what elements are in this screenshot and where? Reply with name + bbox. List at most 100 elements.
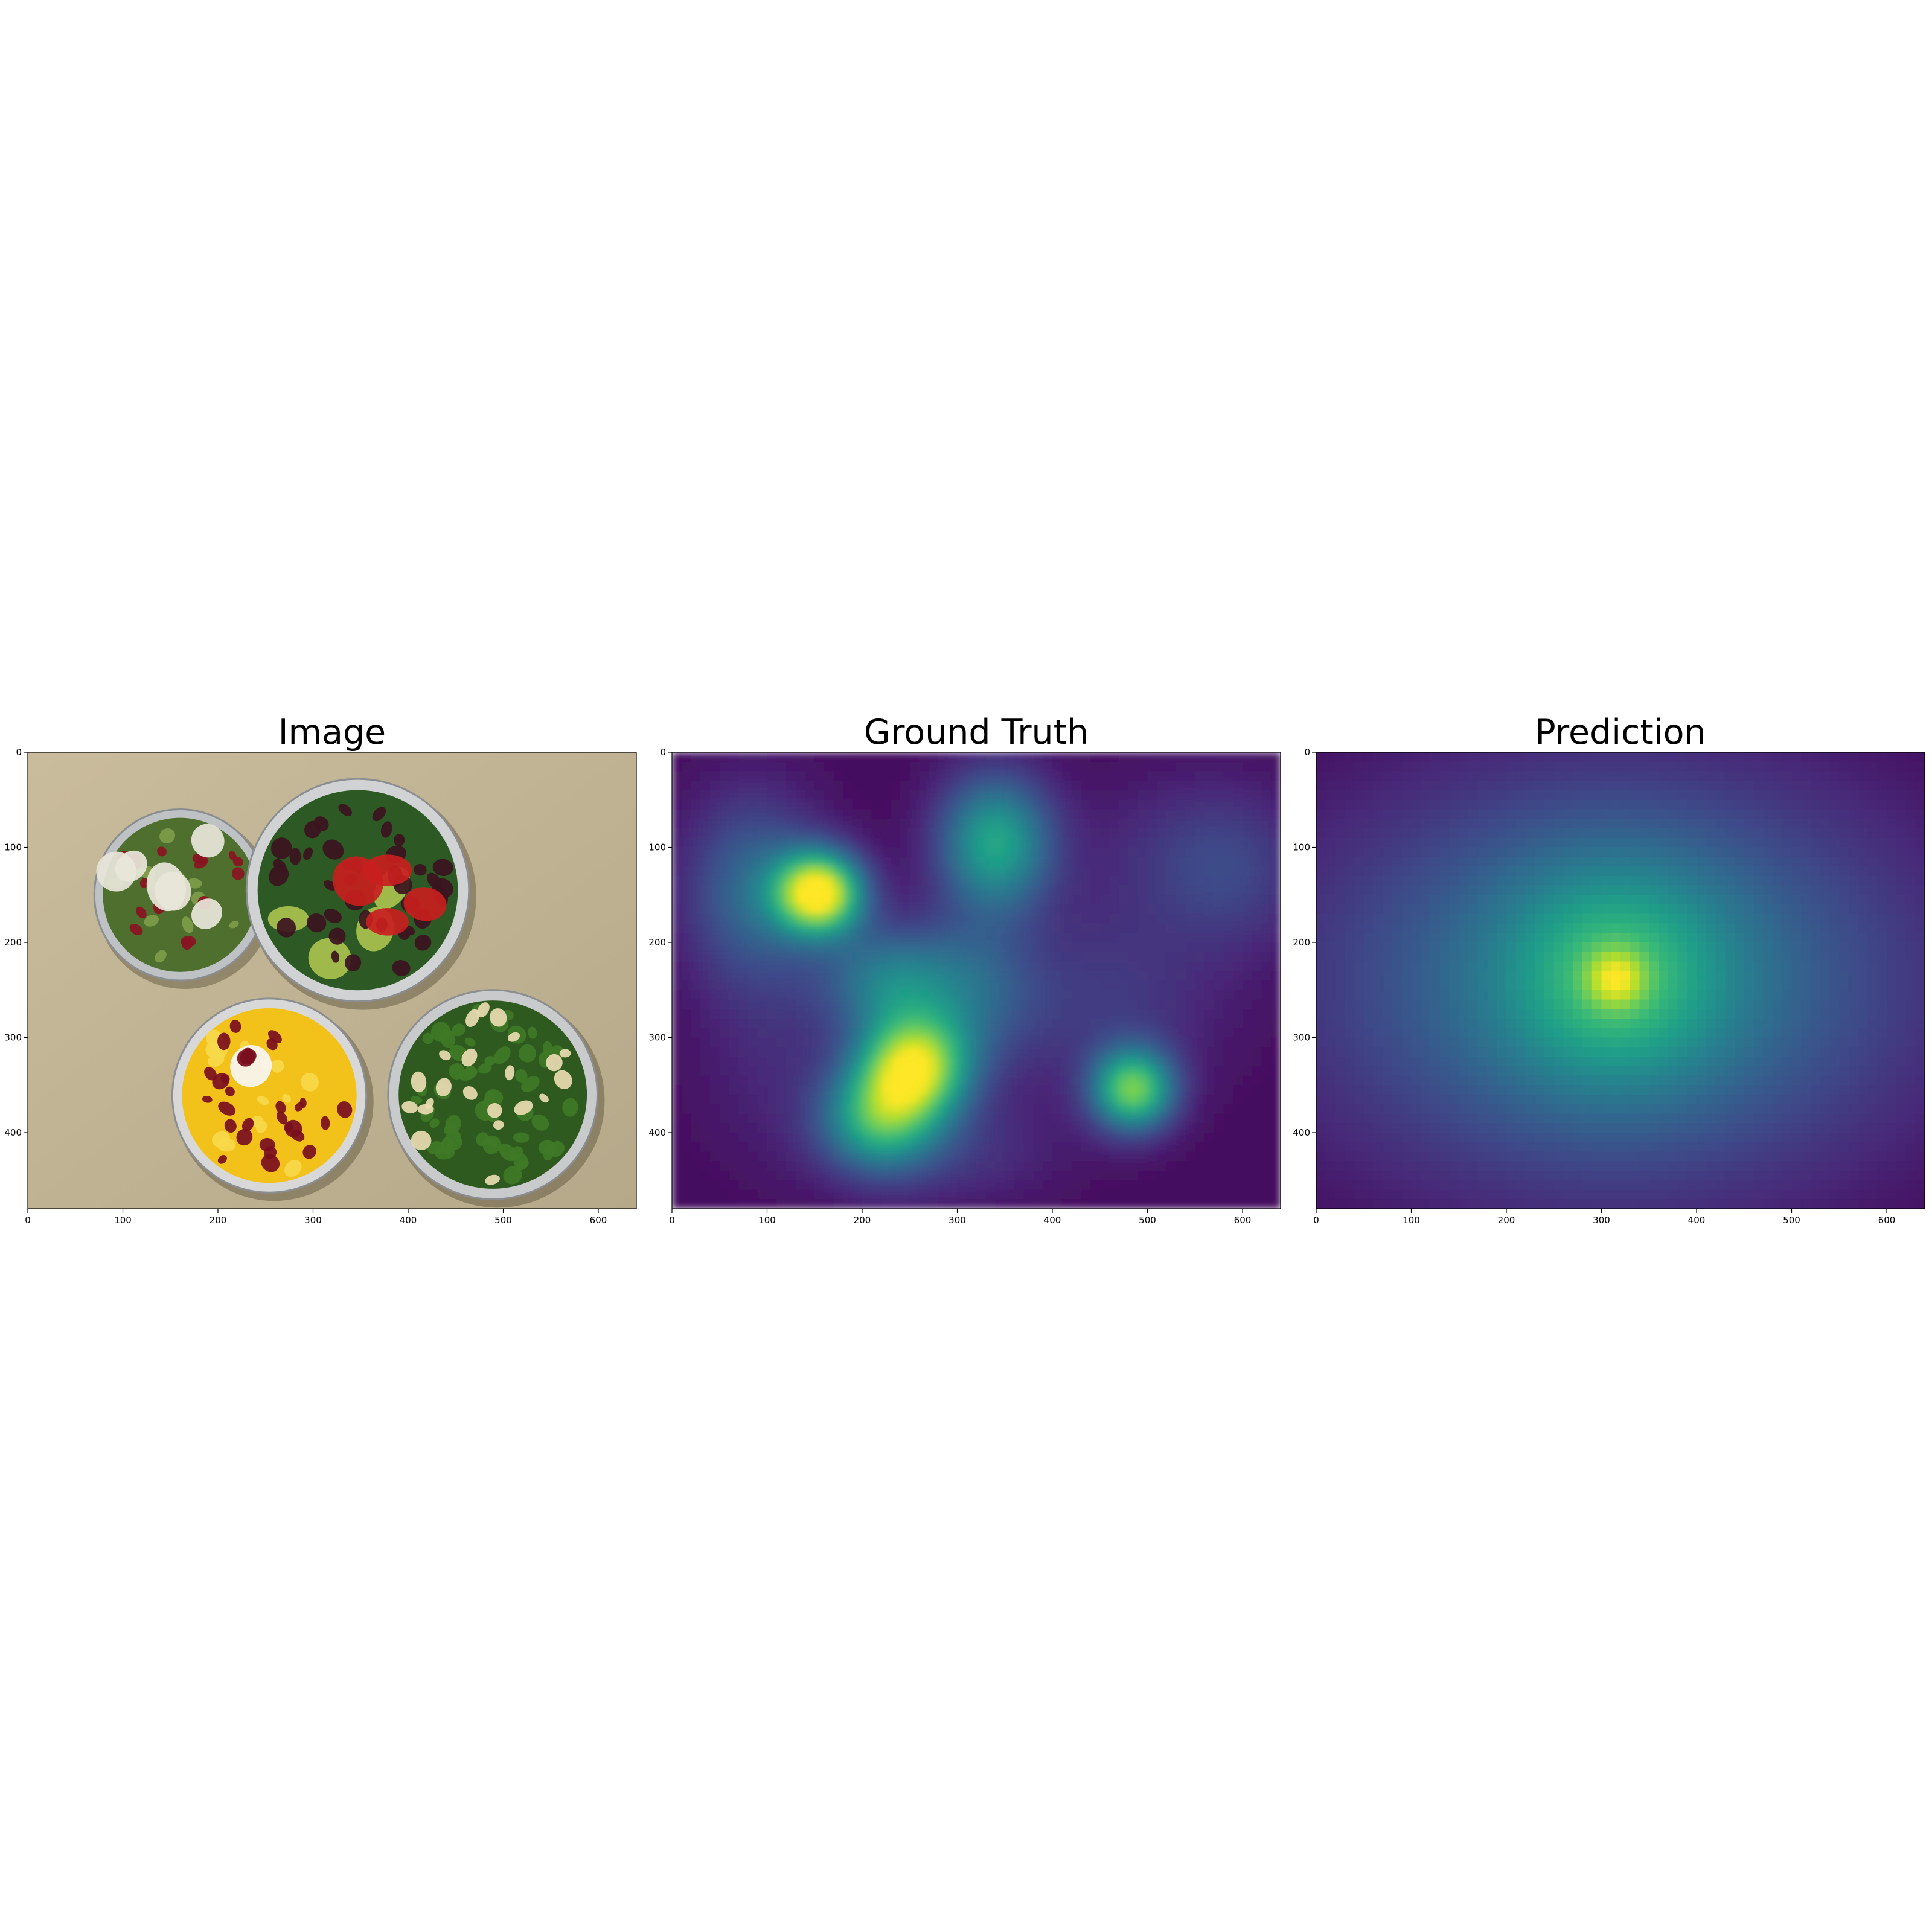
heatmap-cell bbox=[1204, 799, 1215, 810]
heatmap-cell bbox=[1345, 809, 1355, 819]
heatmap-cell bbox=[1233, 942, 1243, 953]
heatmap-cell bbox=[976, 913, 987, 924]
heatmap-cell bbox=[1223, 933, 1233, 943]
heatmap-cell bbox=[938, 752, 948, 763]
heatmap-cell bbox=[1271, 1037, 1281, 1048]
heatmap-cell bbox=[738, 1161, 749, 1171]
heatmap-cell bbox=[833, 781, 844, 791]
heatmap-cell bbox=[947, 1161, 958, 1171]
heatmap-cell bbox=[1214, 781, 1224, 791]
heatmap-cell bbox=[852, 1142, 863, 1153]
heatmap-cell bbox=[814, 961, 825, 971]
heatmap-cell bbox=[814, 1151, 825, 1162]
heatmap-cell bbox=[862, 1028, 872, 1038]
heatmap-cell bbox=[1223, 1133, 1233, 1143]
heatmap-cell bbox=[1014, 1199, 1025, 1209]
heatmap-cell bbox=[891, 923, 901, 933]
heatmap-cell bbox=[967, 1123, 977, 1133]
heatmap-cells bbox=[1316, 752, 1925, 1209]
heatmap-cell bbox=[672, 1028, 682, 1038]
heatmap-cell bbox=[1128, 1189, 1139, 1200]
heatmap-cell bbox=[1487, 752, 1497, 763]
heatmap-cell bbox=[1316, 875, 1326, 886]
heatmap-cell bbox=[1601, 875, 1611, 886]
heatmap-cell bbox=[1411, 799, 1421, 810]
heatmap-cell bbox=[748, 790, 758, 801]
heatmap-cell bbox=[700, 971, 711, 981]
heatmap-cell bbox=[938, 847, 948, 857]
heatmap-cell bbox=[1706, 885, 1716, 895]
heatmap-cell bbox=[957, 819, 967, 829]
heatmap-cell bbox=[852, 790, 863, 801]
heatmap-cell bbox=[1128, 781, 1139, 791]
heatmap-cell bbox=[1176, 971, 1186, 981]
heatmap-cell bbox=[1573, 961, 1583, 971]
heatmap-cell bbox=[786, 1095, 796, 1105]
heatmap-cell bbox=[871, 1171, 882, 1181]
heatmap-cell bbox=[681, 1047, 692, 1057]
heatmap-cell bbox=[1052, 895, 1063, 905]
heatmap-cell bbox=[1620, 952, 1631, 962]
food-piece bbox=[182, 916, 194, 933]
heatmap-cell bbox=[1829, 771, 1840, 781]
heatmap-cell bbox=[1725, 790, 1735, 801]
heatmap-cell bbox=[1753, 799, 1764, 810]
heatmap-cell bbox=[1887, 895, 1897, 905]
heatmap-cell bbox=[1582, 961, 1593, 971]
heatmap-cell bbox=[957, 980, 967, 991]
heatmap-cell bbox=[1497, 819, 1507, 829]
heatmap-cell bbox=[1316, 857, 1326, 867]
heatmap-cell bbox=[672, 1057, 682, 1067]
heatmap-cell bbox=[729, 1171, 739, 1181]
heatmap-cell bbox=[1061, 971, 1072, 981]
heatmap-cell bbox=[985, 1161, 996, 1171]
heatmap-cell bbox=[976, 1075, 987, 1086]
heatmap-cell bbox=[1649, 828, 1659, 839]
heatmap-cell bbox=[1421, 942, 1431, 953]
heatmap-cell bbox=[1204, 1028, 1215, 1038]
heatmap-cell bbox=[1204, 761, 1215, 772]
heatmap-cell bbox=[1497, 904, 1507, 915]
heatmap-cell bbox=[1271, 799, 1281, 810]
heatmap-cell bbox=[1468, 799, 1479, 810]
heatmap-cell bbox=[900, 1151, 910, 1162]
heatmap-cell bbox=[900, 971, 910, 981]
heatmap-cell bbox=[1697, 799, 1707, 810]
heatmap-cell bbox=[1744, 933, 1754, 943]
heatmap-cell bbox=[891, 961, 901, 971]
heatmap-cell bbox=[824, 952, 834, 962]
heatmap-cell bbox=[757, 1075, 768, 1086]
heatmap-cell bbox=[1119, 1171, 1129, 1181]
heatmap-cell bbox=[1090, 913, 1101, 924]
heatmap-cell bbox=[1233, 1047, 1243, 1057]
heatmap-cell bbox=[833, 857, 844, 867]
heatmap-cell bbox=[1233, 847, 1243, 857]
heatmap-cell bbox=[1421, 990, 1431, 1000]
heatmap-cell bbox=[1119, 933, 1129, 943]
heatmap-cell bbox=[1071, 771, 1081, 781]
heatmap-cell bbox=[1204, 1133, 1215, 1143]
heatmap-cell bbox=[1316, 866, 1326, 877]
heatmap-cell bbox=[691, 961, 701, 971]
heatmap-cell bbox=[1363, 875, 1374, 886]
heatmap-cell bbox=[786, 1142, 796, 1153]
heatmap-cell bbox=[824, 999, 834, 1009]
heatmap-cell bbox=[1023, 790, 1034, 801]
heatmap-cell bbox=[976, 828, 987, 839]
heatmap-cell bbox=[967, 828, 977, 839]
heatmap-cell bbox=[1176, 990, 1186, 1000]
heatmap-cell bbox=[995, 980, 1005, 991]
food-piece bbox=[414, 935, 432, 951]
heatmap-cell bbox=[919, 828, 929, 839]
heatmap-cell bbox=[1820, 799, 1831, 810]
heatmap-cell bbox=[814, 1075, 825, 1086]
heatmap-cell bbox=[1630, 847, 1640, 857]
heatmap-cell bbox=[1735, 904, 1745, 915]
heatmap-cell bbox=[805, 961, 815, 971]
heatmap-cell bbox=[805, 1009, 815, 1019]
heatmap-cell bbox=[985, 1085, 996, 1095]
heatmap-cell bbox=[947, 980, 958, 991]
heatmap-cell bbox=[1014, 1009, 1025, 1019]
heatmap-cell bbox=[824, 1151, 834, 1162]
heatmap-cell bbox=[967, 847, 977, 857]
